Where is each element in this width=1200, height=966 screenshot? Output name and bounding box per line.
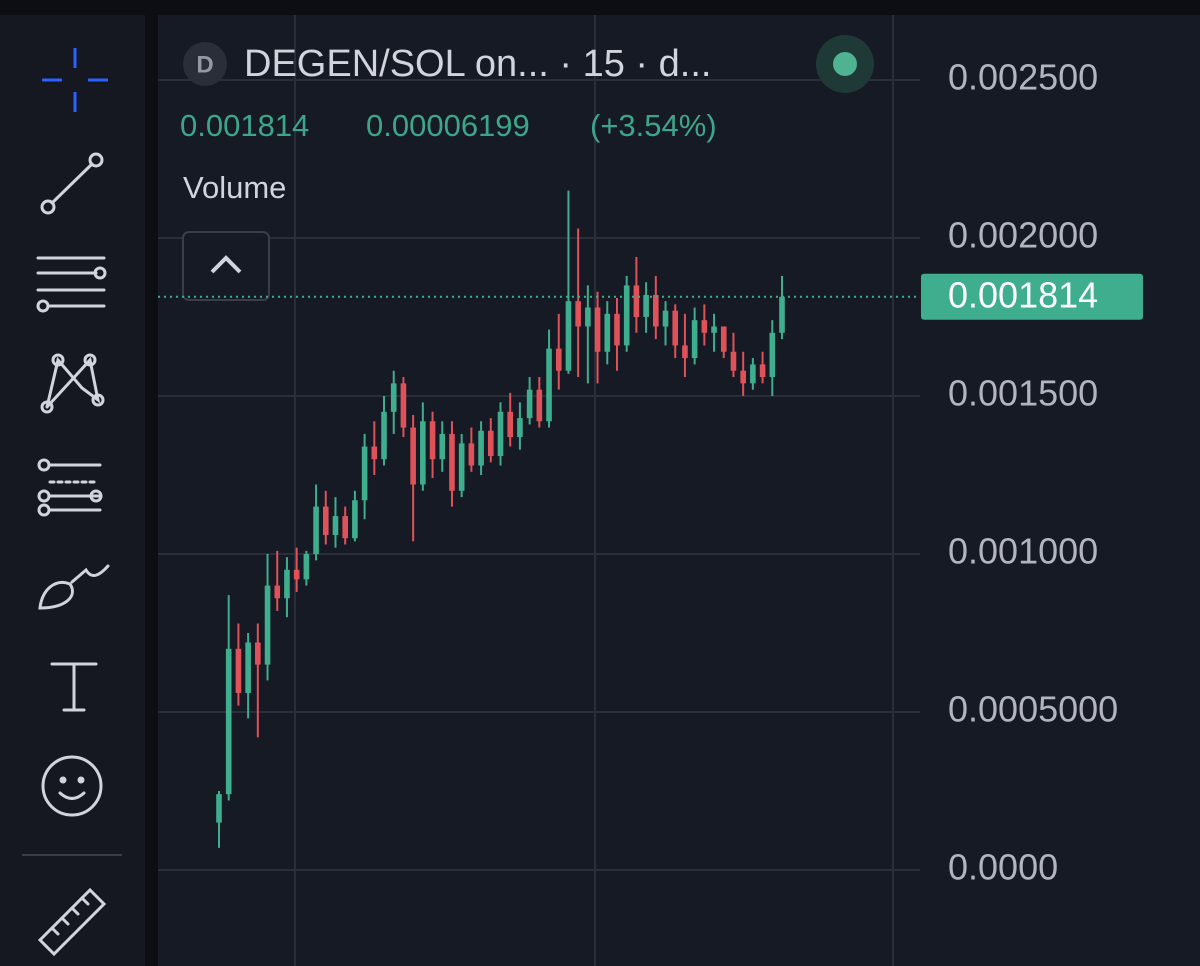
candle-body <box>245 642 251 694</box>
candle-body <box>653 294 659 327</box>
candle-body <box>643 294 649 317</box>
candle-body <box>274 585 281 599</box>
candle-body <box>361 446 368 501</box>
last-price-label: 0.001814 <box>948 274 1098 315</box>
chart-bg <box>158 15 1200 966</box>
candle-body <box>672 310 679 346</box>
candle-body <box>497 411 504 457</box>
candle-body <box>487 430 494 457</box>
collapse-button[interactable] <box>182 231 270 301</box>
candle-body <box>293 569 300 580</box>
candle-body <box>565 301 572 371</box>
candle-body <box>303 554 310 580</box>
candle-body <box>235 648 242 694</box>
candle-body <box>555 348 562 371</box>
candle-body <box>390 383 397 412</box>
candle-body <box>332 516 339 536</box>
toolbar-bg <box>0 15 145 966</box>
y-tick-label: 0.002500 <box>948 57 1098 98</box>
status-dot <box>833 52 857 76</box>
candle-body <box>585 307 591 327</box>
candle-body <box>507 411 514 438</box>
candle-body <box>594 307 601 352</box>
emoji-tool[interactable] <box>41 755 103 817</box>
y-tick-label: 0.0005000 <box>948 689 1118 730</box>
symbol-title[interactable]: DEGEN/SOL on... · 15 · d... <box>244 43 711 85</box>
candle-body <box>682 345 688 359</box>
candle-body <box>546 348 552 422</box>
candle-body <box>322 506 329 536</box>
ruler-tool[interactable] <box>37 887 107 957</box>
candle-body <box>216 794 222 823</box>
candle-body <box>536 389 543 422</box>
indicator-label: Volume <box>183 170 286 205</box>
candle-body <box>701 320 708 333</box>
collapse-chevron <box>210 255 242 274</box>
candle-body <box>769 332 776 378</box>
candle-body <box>759 364 766 378</box>
candle-body <box>468 443 475 466</box>
candle-body <box>720 326 727 352</box>
candle-body <box>575 301 581 327</box>
candle-body <box>420 421 426 485</box>
candle-body <box>604 313 611 352</box>
candle-body <box>740 370 746 384</box>
fib-tool[interactable] <box>37 458 103 517</box>
candle-body <box>730 351 737 371</box>
y-tick-label: 0.002000 <box>948 215 1098 256</box>
candle-body <box>255 642 261 665</box>
brush-tool[interactable] <box>38 564 110 610</box>
candle-body <box>711 326 717 333</box>
candles <box>216 190 785 848</box>
candle-body <box>264 585 271 665</box>
candle-body <box>478 430 484 466</box>
y-tick-label: 0.001000 <box>948 531 1098 572</box>
candle-body <box>458 443 465 491</box>
candle-body <box>623 285 630 346</box>
crosshair-tool[interactable] <box>42 48 108 112</box>
candle-body <box>342 516 348 539</box>
legend-change: 0.00006199 <box>366 108 530 143</box>
channel-tool[interactable] <box>36 256 107 313</box>
candle-body <box>691 320 698 359</box>
candle-body <box>371 446 378 460</box>
candle-body <box>225 648 232 795</box>
pattern-tool[interactable] <box>40 353 105 414</box>
candle-body <box>439 433 446 460</box>
legend-price: 0.001814 <box>180 108 309 143</box>
symbol-badge <box>183 42 227 86</box>
legend-header: D DEGEN/SOL on... · 15 · d... 0.001814 0… <box>180 35 874 301</box>
y-tick-label: 0.0000 <box>948 847 1058 888</box>
symbol-badge-text: D <box>196 51 213 78</box>
candle-body <box>410 427 416 485</box>
candle-body <box>526 389 533 419</box>
candle-body <box>381 411 387 460</box>
trendline-tool[interactable] <box>40 152 104 215</box>
candle-body <box>284 569 290 599</box>
candle-body <box>400 383 407 428</box>
candle-body <box>429 421 436 460</box>
candle-body <box>352 500 358 539</box>
candle-body <box>517 418 523 438</box>
candle-body <box>313 506 319 554</box>
last-price-box <box>921 273 1143 320</box>
y-tick-label: 0.001500 <box>948 373 1098 414</box>
candle-body <box>779 296 785 333</box>
toolbar <box>22 48 122 957</box>
candle-body <box>662 310 669 327</box>
candle-body <box>449 433 455 491</box>
legend-change-pct: (+3.54%) <box>590 108 717 143</box>
candle-body <box>633 285 640 317</box>
candle-body <box>614 313 620 346</box>
text-tool[interactable] <box>50 662 98 712</box>
candle-body <box>750 364 756 384</box>
